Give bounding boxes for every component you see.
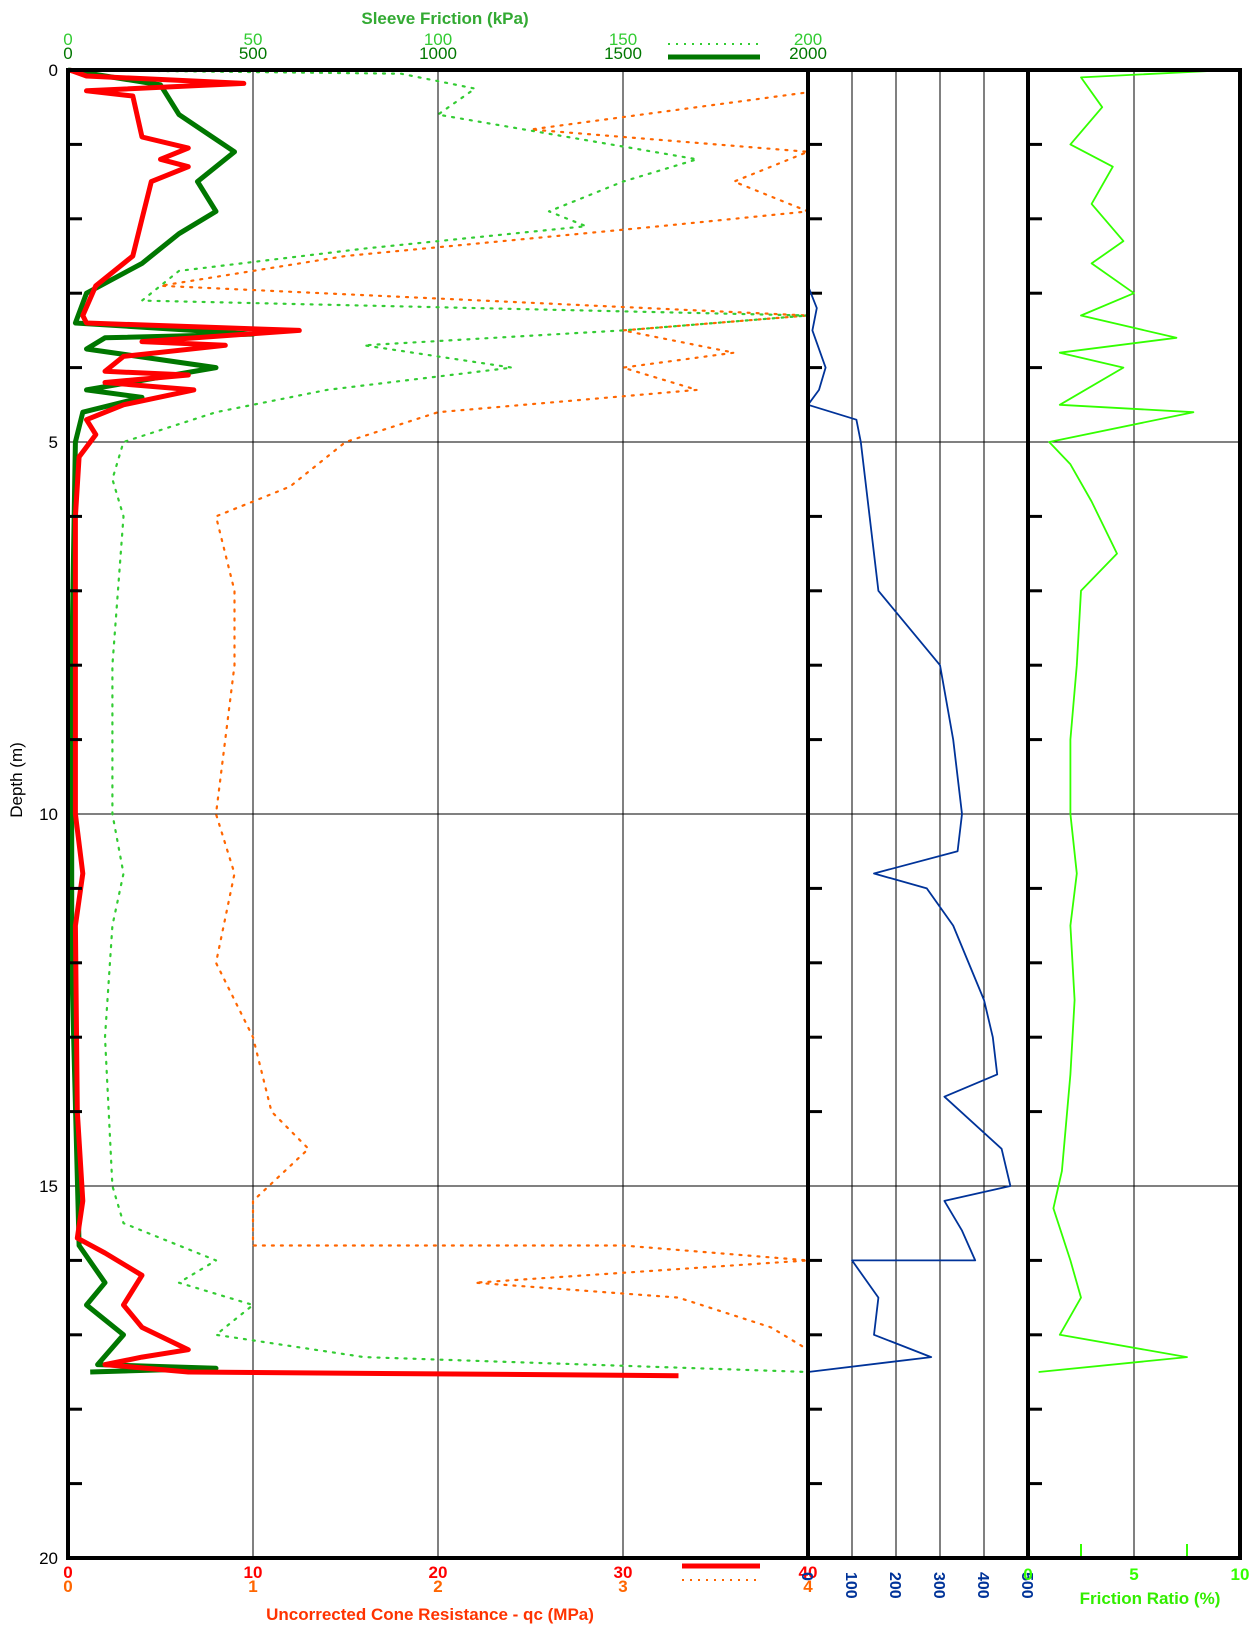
- qc-tick-label: 20: [429, 1563, 448, 1582]
- ticks-1: 0 10 20 30 400 1 2 3 40 50 100 150 2000 500 1000 1500 20…: [63, 30, 827, 1596]
- panel-cone-sleeve: 0 10 20 30 400 1 2 3 40 50 100 150 2000 500 1000 1500 20…: [63, 9, 1240, 1624]
- fs-tick-label: 2000: [789, 44, 827, 63]
- fr-tick-label: 10: [1231, 1565, 1250, 1584]
- series-3: [1038, 69, 1230, 1373]
- qc-tick-label: 1: [248, 1577, 257, 1596]
- fs-tick-label: 100: [424, 30, 452, 49]
- depth-axis: Depth (m) 0 5 10 15 20: [7, 61, 58, 1568]
- depth-tick-label: 15: [39, 1177, 58, 1196]
- bottom-axis-title: Uncorrected Cone Resistance - qc (MPa): [266, 1605, 594, 1624]
- fs-tick-label: 1000: [419, 44, 457, 63]
- depth-tick-label: 0: [49, 61, 58, 80]
- grid-2: 0 100 200 300 400 500: [798, 70, 1035, 1599]
- fs-tick-label: 200: [794, 30, 822, 49]
- legend-keys: [668, 43, 760, 1581]
- fr-tick-label: 5: [1129, 1565, 1138, 1584]
- panel-pore-pressure: 0 100 200 300 400 500: [798, 68, 1035, 1599]
- fs-tick-label: 1500: [604, 44, 642, 63]
- series-line: [66, 68, 810, 1374]
- fs-tick-label: 0: [63, 30, 72, 49]
- fs-tick-label: 150: [609, 30, 637, 49]
- pore-tick-label: 200: [886, 1572, 903, 1599]
- top-axis-title: Sleeve Friction (kPa): [361, 9, 528, 28]
- qc-tick-label: 2: [433, 1577, 442, 1596]
- pore-tick-label: 300: [930, 1572, 947, 1599]
- qc-tick-label: 0: [63, 1577, 72, 1596]
- grid-3: 0 5 10: [1023, 70, 1249, 1584]
- series-line: [807, 70, 1012, 1373]
- pore-tick-label: 0: [798, 1572, 815, 1581]
- qc-tick-label: 10: [244, 1563, 263, 1582]
- fr-tick-label: 0: [1023, 1565, 1032, 1584]
- pore-tick-label: 500: [1018, 1572, 1035, 1599]
- depth-axis-label: Depth (m): [7, 742, 26, 818]
- series-line: [159, 68, 810, 1374]
- depth-tick-label: 20: [39, 1549, 58, 1568]
- depth-tick-label: 5: [49, 433, 58, 452]
- fs-tick-label: 0: [63, 44, 72, 63]
- grid-1: [68, 70, 1240, 1558]
- series-1: [66, 67, 810, 1379]
- fs-tick-label: 500: [239, 44, 267, 63]
- depth-tick-label: 10: [39, 805, 58, 824]
- panel-friction-ratio: 0 5 10 Friction Ratio (%): [1023, 68, 1249, 1608]
- series-line: [67, 67, 256, 1375]
- pore-tick-label: 100: [842, 1572, 859, 1599]
- qc-tick-label: 3: [618, 1577, 627, 1596]
- series-line: [68, 67, 679, 1379]
- qc-tick-label: 40: [799, 1563, 818, 1582]
- qc-tick-label: 0: [63, 1563, 72, 1582]
- qc-tick-label: 30: [614, 1563, 633, 1582]
- fs-tick-label: 50: [244, 30, 263, 49]
- qc-tick-label: 4: [803, 1577, 813, 1596]
- series-2: [807, 70, 1012, 1373]
- pore-tick-label: 400: [974, 1572, 991, 1599]
- series-line: [1038, 69, 1230, 1373]
- friction-ratio-title: Friction Ratio (%): [1080, 1589, 1221, 1608]
- frame-3: [1026, 68, 1242, 1560]
